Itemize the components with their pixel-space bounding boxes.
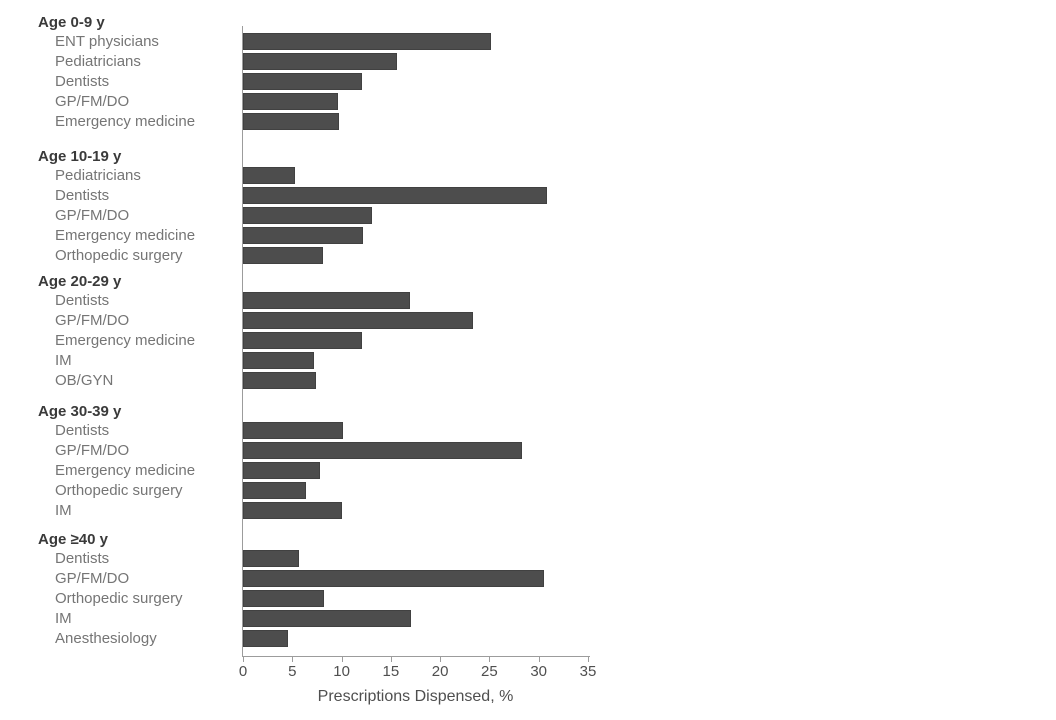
x-tick-20 [440,657,442,662]
group-header-age-20-29-y: Age 20-29 y [38,273,122,290]
bar-age-0-9-y-gp-fm-do [243,93,338,110]
category-label-emergency-medicine: Emergency medicine [55,332,196,349]
bar-age-40-y-im [243,610,411,627]
bar-age-20-29-y-dentists [243,292,410,309]
bar-age-20-29-y-gp-fm-do [243,312,473,329]
x-tick-5 [292,657,294,662]
x-tick-25 [489,657,491,662]
x-axis-line [242,656,590,657]
category-label-im: IM [55,352,72,369]
category-label-emergency-medicine: Emergency medicine [55,113,196,130]
bar-age-30-39-y-dentists [243,422,343,439]
x-tick-15 [390,657,392,662]
x-tick-35 [588,657,589,662]
category-label-pediatricians: Pediatricians [55,167,141,184]
group-header-age-40-y: Age ≥40 y [38,531,108,548]
x-tick-label-0: 0 [238,663,248,680]
x-axis-title: Prescriptions Dispensed, % [317,688,514,705]
bar-age-10-19-y-dentists [243,187,547,204]
bar-age-10-19-y-emergency-medicine [243,227,364,244]
category-label-emergency-medicine: Emergency medicine [55,227,196,244]
category-label-dentists: Dentists [55,422,110,439]
category-label-orthopedic-surgery: Orthopedic surgery [55,247,183,264]
bar-age-10-19-y-gp-fm-do [243,207,373,224]
category-label-dentists: Dentists [55,550,110,567]
y-axis-line [242,26,243,657]
category-label-pediatricians: Pediatricians [55,53,141,70]
bar-age-0-9-y-pediatricians [243,53,397,70]
category-label-dentists: Dentists [55,187,110,204]
bar-age-40-y-orthopedic-surgery [243,590,324,607]
x-tick-label-20: 20 [431,663,449,680]
category-label-im: IM [55,502,72,519]
x-tick-label-5: 5 [288,663,297,680]
category-label-anesthesiology: Anesthesiology [55,630,157,647]
bar-age-30-39-y-im [243,502,342,519]
category-label-gp-fm-do: GP/FM/DO [55,93,130,110]
category-label-im: IM [55,610,72,627]
bar-age-10-19-y-orthopedic-surgery [243,247,323,264]
group-header-age-10-19-y: Age 10-19 y [38,148,122,165]
bar-age-40-y-gp-fm-do [243,570,544,587]
category-label-gp-fm-do: GP/FM/DO [55,207,130,224]
bar-age-30-39-y-emergency-medicine [243,462,320,479]
x-tick-30 [538,657,540,662]
bar-age-10-19-y-pediatricians [243,167,296,184]
bar-age-0-9-y-ent-physicians [243,33,492,50]
category-label-ob-gyn: OB/GYN [55,372,114,389]
bar-age-30-39-y-orthopedic-surgery [243,482,307,499]
x-tick-0 [243,657,244,662]
x-tick-label-10: 10 [333,663,350,680]
category-label-gp-fm-do: GP/FM/DO [55,442,130,459]
category-label-orthopedic-surgery: Orthopedic surgery [55,590,183,607]
x-tick-10 [341,657,343,662]
x-tick-label-35: 35 [579,663,597,680]
bar-age-20-29-y-ob-gyn [243,372,316,389]
bar-age-0-9-y-dentists [243,73,363,90]
bar-age-40-y-dentists [243,550,300,567]
bar-age-20-29-y-im [243,352,314,369]
group-header-age-30-39-y: Age 30-39 y [38,403,122,420]
x-tick-label-25: 25 [481,663,498,680]
bar-age-30-39-y-gp-fm-do [243,442,522,459]
category-label-gp-fm-do: GP/FM/DO [55,570,130,587]
category-label-emergency-medicine: Emergency medicine [55,462,196,479]
bar-age-20-29-y-emergency-medicine [243,332,363,349]
bar-age-40-y-anesthesiology [243,630,289,647]
group-header-age-0-9-y: Age 0-9 y [38,14,105,31]
category-label-dentists: Dentists [55,73,110,90]
x-tick-label-30: 30 [530,663,548,680]
category-label-gp-fm-do: GP/FM/DO [55,312,130,329]
category-label-orthopedic-surgery: Orthopedic surgery [55,482,183,499]
x-tick-label-15: 15 [382,663,400,680]
bar-age-0-9-y-emergency-medicine [243,113,339,130]
category-label-ent-physicians: ENT physicians [55,33,159,50]
category-label-dentists: Dentists [55,292,110,309]
